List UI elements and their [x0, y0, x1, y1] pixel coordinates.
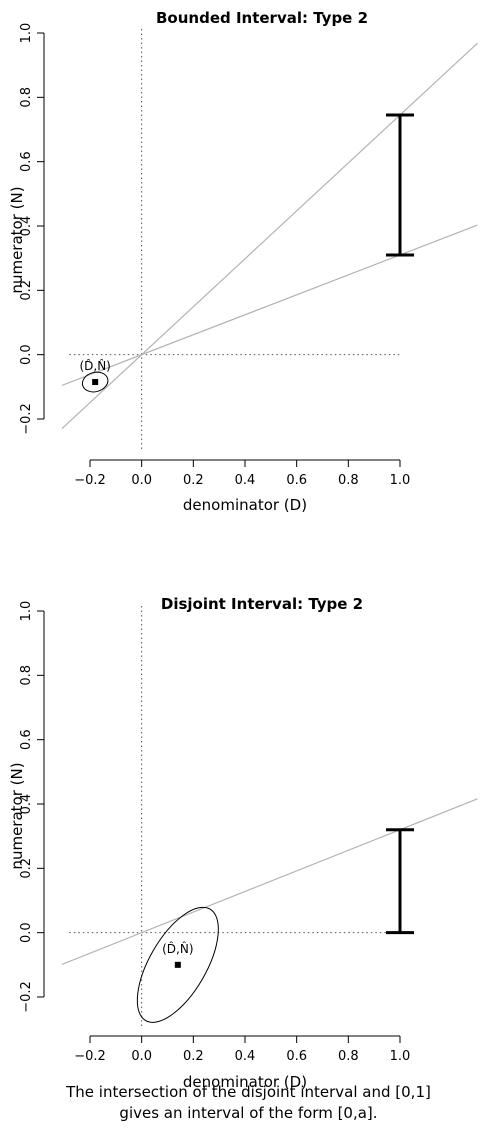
x-axis-label: denominator (D) — [183, 496, 307, 514]
estimate-label: (D̂,N̂) — [79, 359, 110, 373]
caption-line-1: The intersection of the disjoint interva… — [66, 1083, 431, 1101]
y-tick-label: 0.8 — [19, 87, 34, 108]
x-tick-label: −0.2 — [74, 473, 106, 488]
x-axis-label: denominator (D) — [183, 1073, 307, 1091]
x-tick-label: 0.6 — [286, 473, 307, 488]
y-tick-label: 0.2 — [19, 858, 34, 879]
y-tick-label: 0.4 — [19, 216, 34, 237]
confidence-ellipse — [136, 906, 219, 1023]
y-tick-label: 0.4 — [19, 794, 34, 815]
y-tick-label: 0.2 — [19, 280, 34, 301]
y-axis-label: numerator (N) — [8, 186, 26, 293]
chart-title: Disjoint Interval: Type 2 — [161, 595, 363, 613]
estimate-label: (D̂,N̂) — [162, 942, 193, 956]
y-tick-label: −0.2 — [19, 403, 34, 435]
y-tick-label: 0.0 — [19, 922, 34, 943]
y-tick-label: 0.6 — [19, 729, 34, 750]
x-tick-label: 0.0 — [131, 473, 152, 488]
x-tick-label: 1.0 — [390, 1049, 411, 1064]
estimate-point — [92, 379, 99, 386]
ratio-line-1 — [62, 798, 478, 966]
y-tick-label: 0.6 — [19, 151, 34, 172]
y-tick-label: 1.0 — [19, 601, 34, 622]
y-tick-label: 0.0 — [19, 344, 34, 365]
chart-panel-1: Bounded Interval: Type 2 −0.2 0.0 0.2 0.4 0.6… — [8, 9, 478, 514]
x-tick-label: 0.8 — [338, 473, 359, 488]
x-tick-label: 0.2 — [183, 473, 204, 488]
caption-line-2: gives an interval of the form [0,a]. — [119, 1104, 378, 1122]
confidence-ellipse — [81, 371, 109, 393]
x-tick-label: 0.4 — [235, 1049, 256, 1064]
ratio-lines — [62, 798, 478, 966]
ratio-line-1 — [62, 42, 478, 430]
chart-title: Bounded Interval: Type 2 — [156, 9, 368, 27]
y-axis-label: numerator (N) — [8, 762, 26, 869]
ratio-line-2 — [62, 224, 478, 387]
x-tick-label: 0.8 — [338, 1049, 359, 1064]
x-tick-label: 0.4 — [235, 473, 256, 488]
x-tick-label: 0.6 — [286, 1049, 307, 1064]
x-tick-label: 0.2 — [183, 1049, 204, 1064]
estimate-point — [174, 961, 181, 968]
ratio-lines — [62, 42, 478, 430]
x-tick-label: 1.0 — [390, 473, 411, 488]
y-tick-label: 0.8 — [19, 665, 34, 686]
y-tick-label: 1.0 — [19, 23, 34, 44]
chart-panel-2: Disjoint Interval: Type 2 −0.2 0.0 0.2 0.4 0.… — [8, 595, 478, 1091]
x-tick-label: 0.0 — [131, 1049, 152, 1064]
y-tick-label: −0.2 — [19, 981, 34, 1013]
x-tick-label: −0.2 — [74, 1049, 106, 1064]
